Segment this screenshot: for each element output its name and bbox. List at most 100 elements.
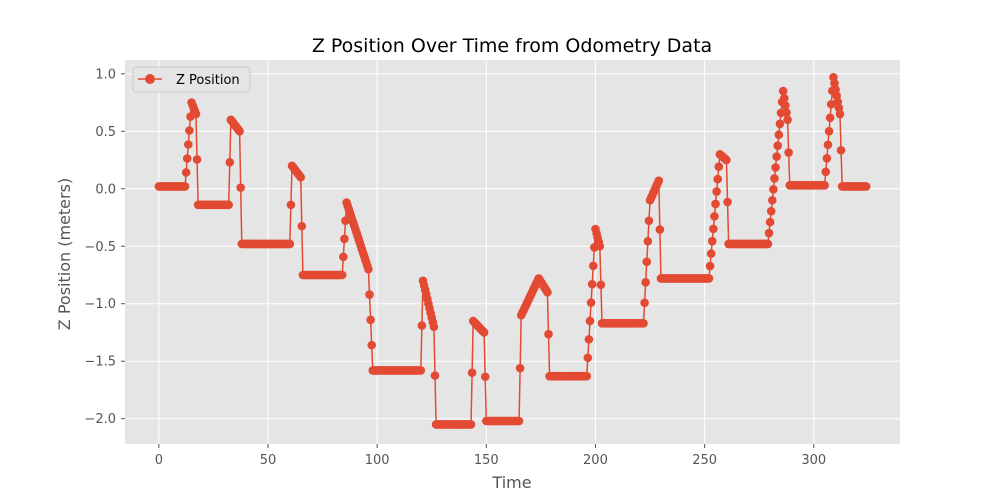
y-tick-label: 0.5 xyxy=(95,125,116,140)
data-point xyxy=(236,183,245,192)
data-point xyxy=(772,152,781,161)
y-axis-label: Z Position (meters) xyxy=(55,178,74,330)
data-point xyxy=(823,140,833,150)
data-point xyxy=(763,239,773,249)
data-point xyxy=(337,270,347,280)
y-tick-label: 1.0 xyxy=(95,67,116,82)
data-point xyxy=(297,221,307,231)
data-point xyxy=(466,420,476,429)
data-point xyxy=(644,216,654,226)
data-point xyxy=(835,109,845,119)
legend-label: Z Position xyxy=(176,73,240,88)
legend-marker-swatch xyxy=(145,74,155,84)
data-point xyxy=(185,126,194,135)
data-point xyxy=(654,176,664,186)
data-point xyxy=(821,167,831,177)
legend: Z Position xyxy=(132,66,251,93)
data-point xyxy=(543,287,552,297)
x-tick-label: 100 xyxy=(365,453,390,468)
data-point xyxy=(340,234,349,244)
data-point xyxy=(596,280,606,290)
data-point xyxy=(767,195,777,205)
data-point xyxy=(583,353,593,363)
data-point xyxy=(709,224,718,234)
x-tick-label: 200 xyxy=(583,453,608,468)
data-point xyxy=(861,182,871,191)
x-axis-label: Time xyxy=(491,473,531,492)
data-point xyxy=(480,372,490,382)
data-point xyxy=(365,290,374,299)
data-point xyxy=(783,115,792,125)
data-point xyxy=(704,274,714,283)
data-point xyxy=(467,368,477,378)
data-point xyxy=(296,172,306,182)
data-point xyxy=(655,225,665,234)
data-point xyxy=(705,261,715,271)
data-point xyxy=(643,236,653,246)
data-point xyxy=(640,298,649,308)
data-point xyxy=(820,181,829,190)
data-point xyxy=(641,277,650,287)
data-point xyxy=(417,321,427,330)
data-point xyxy=(722,155,731,165)
data-point xyxy=(180,182,190,191)
data-point xyxy=(225,158,235,167)
y-tick-label: −0.5 xyxy=(84,240,116,255)
data-point xyxy=(707,236,717,246)
data-point xyxy=(826,99,836,109)
data-point xyxy=(784,148,793,157)
data-point xyxy=(191,109,201,119)
data-point xyxy=(639,318,648,328)
data-point xyxy=(181,168,191,177)
data-point xyxy=(586,298,596,307)
data-point xyxy=(723,197,732,207)
x-tick-label: 0 xyxy=(155,453,163,468)
data-point xyxy=(774,130,784,140)
data-point xyxy=(775,119,785,129)
data-point xyxy=(515,363,525,373)
data-point xyxy=(713,174,723,184)
data-point xyxy=(766,206,776,216)
data-point xyxy=(778,86,788,96)
data-point xyxy=(642,257,652,267)
data-point xyxy=(710,212,719,221)
data-point xyxy=(712,187,721,196)
data-point xyxy=(416,366,426,375)
series-layer xyxy=(154,72,871,429)
x-tick-label: 50 xyxy=(260,453,277,468)
data-point xyxy=(429,322,439,332)
data-point xyxy=(780,93,789,103)
data-point xyxy=(182,154,192,163)
y-tick-label: −2.0 xyxy=(84,412,116,427)
data-point xyxy=(588,261,598,271)
data-point xyxy=(224,200,233,210)
data-point xyxy=(366,315,375,325)
data-point xyxy=(286,200,296,210)
plot-area xyxy=(125,60,900,444)
data-point xyxy=(595,241,605,251)
data-point xyxy=(192,155,202,164)
data-point xyxy=(544,329,553,339)
data-point xyxy=(711,199,720,209)
data-point xyxy=(584,335,594,344)
data-point xyxy=(773,141,783,150)
data-point xyxy=(367,340,376,350)
data-point xyxy=(822,154,832,163)
data-point xyxy=(825,113,835,123)
data-point xyxy=(339,252,348,262)
data-point xyxy=(184,140,193,149)
data-point xyxy=(771,163,780,172)
y-tick-label: 0.0 xyxy=(95,182,116,197)
axis-ticks: 0 50 100 150 200 250 300 −2.0 −1.5 −1.0 −0.5 0.0 0.5… xyxy=(84,67,826,468)
chart-title: Z Position Over Time from Odometry Data xyxy=(312,35,712,57)
data-point xyxy=(430,371,440,380)
data-point xyxy=(582,371,592,381)
data-point xyxy=(585,316,595,326)
data-point xyxy=(782,108,791,117)
data-point xyxy=(514,416,524,426)
y-tick-label: −1.5 xyxy=(84,355,116,370)
data-point xyxy=(714,162,724,171)
data-point xyxy=(765,217,775,227)
